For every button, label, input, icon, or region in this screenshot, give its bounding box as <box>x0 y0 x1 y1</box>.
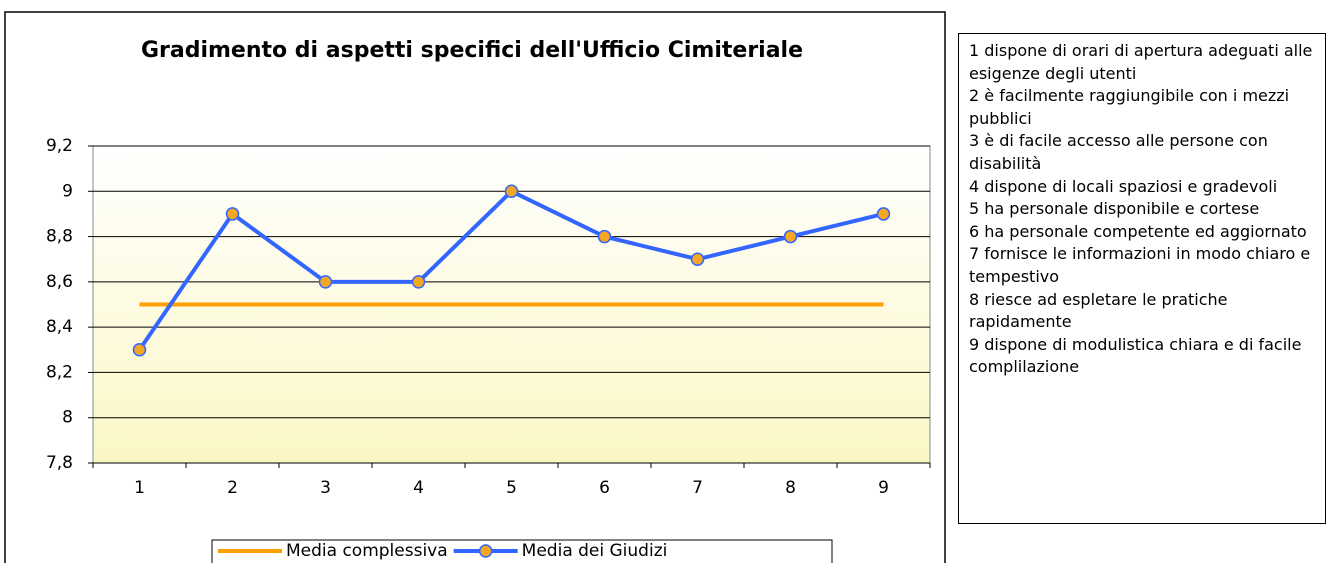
x-tick-label: 7 <box>692 478 703 498</box>
x-tick-label: 5 <box>506 478 517 498</box>
y-tick-label: 8,8 <box>46 227 73 247</box>
x-tick-label: 1 <box>134 478 145 498</box>
data-point <box>132 343 147 357</box>
data-point <box>690 252 705 266</box>
x-tick-label: 4 <box>413 478 424 498</box>
note: 1 dispone di orari di apertura adeguati … <box>969 41 1313 83</box>
x-tick-label: 6 <box>599 478 610 498</box>
data-point <box>411 275 426 289</box>
x-tick-label: 8 <box>785 478 796 498</box>
chart-title: Gradimento di aspetti specifici dell'Uff… <box>140 38 804 63</box>
note: 2 è facilmente raggiungibile con i mezzi… <box>969 86 1290 128</box>
note: 9 dispone di modulistica chiara e di fac… <box>969 334 1302 377</box>
legend-box <box>211 539 833 563</box>
data-point <box>597 229 612 244</box>
note: 4 dispone di locali spaziosi e gradevoli <box>969 176 1278 196</box>
y-tick-label: 8,6 <box>46 272 73 292</box>
note: 7 fornisce le informazioni in modo chiar… <box>969 244 1311 286</box>
note: 8 riesce ad espletare le pratiche rapida… <box>969 289 1228 332</box>
y-tick-label: 8,4 <box>46 317 73 337</box>
legend-label: Media dei Giudizi <box>522 541 668 561</box>
y-tick-label: 8,2 <box>46 362 73 382</box>
x-tick-label: 3 <box>320 478 331 498</box>
y-tick-label: 9 <box>62 181 73 201</box>
x-tick-label: 2 <box>227 478 238 498</box>
notes-panel: 1 dispone di orari di apertura adeguati … <box>958 33 1326 524</box>
legend-label: Media complessiva <box>286 541 448 561</box>
data-point <box>318 275 333 289</box>
x-tick-label: 9 <box>878 478 889 498</box>
data-point <box>225 207 240 221</box>
note: 3 è di facile accesso alle persone con d… <box>969 131 1268 173</box>
note: 6 ha personale competente ed aggiornato <box>969 221 1307 241</box>
note: 5 ha personale disponibile e cortese <box>969 199 1260 219</box>
data-point <box>504 184 519 199</box>
data-point <box>876 207 891 221</box>
y-tick-label: 7,8 <box>46 453 73 473</box>
y-tick-label: 9,2 <box>46 136 73 156</box>
legend-marker <box>478 544 493 558</box>
data-point <box>783 229 798 244</box>
y-tick-label: 8 <box>62 408 73 428</box>
